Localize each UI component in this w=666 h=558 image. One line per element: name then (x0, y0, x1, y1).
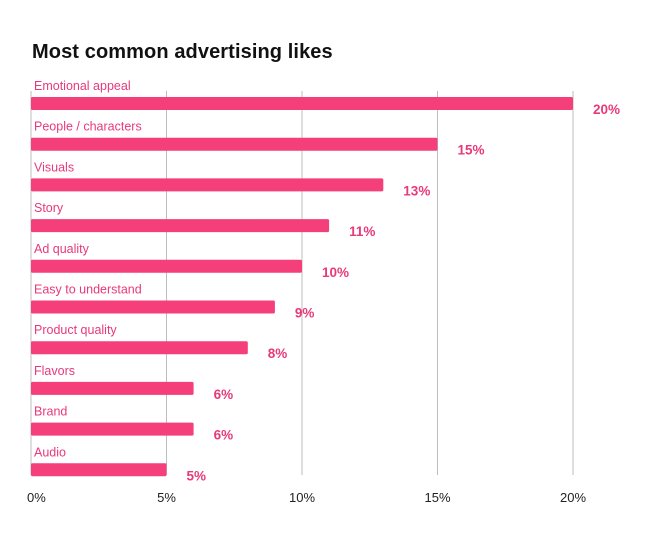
value-label: 10% (322, 265, 349, 280)
category-label: Ad quality (34, 242, 90, 256)
x-tick-label: 10% (289, 490, 315, 505)
category-label: Brand (34, 405, 67, 419)
x-tick-label: 15% (424, 490, 450, 505)
x-tick-label: 5% (157, 490, 176, 505)
value-label: 15% (458, 143, 485, 158)
category-label: Audio (34, 445, 66, 459)
category-label: Story (34, 201, 64, 215)
bar (31, 97, 573, 110)
x-tick-label: 20% (560, 490, 586, 505)
x-axis-ticks: 0% 5% 10% 15% 20% (27, 490, 586, 505)
bar (31, 219, 330, 233)
bar (31, 137, 438, 151)
value-label: 8% (268, 346, 288, 361)
bar (31, 341, 248, 355)
category-label: People / characters (34, 120, 142, 134)
value-label: 5% (187, 468, 207, 483)
bar (31, 300, 275, 314)
chart-title: Most common advertising likes (32, 41, 333, 63)
x-tick-label: 0% (27, 490, 46, 505)
category-label: Visuals (34, 160, 74, 174)
value-label: 11% (349, 224, 375, 239)
value-label: 6% (214, 428, 234, 443)
value-label: 20% (593, 102, 620, 117)
category-label: Emotional appeal (34, 79, 131, 93)
bar (31, 178, 384, 192)
value-label: 13% (403, 183, 430, 198)
gridlines (30, 91, 574, 475)
category-label: Easy to understand (34, 283, 142, 297)
bar (31, 259, 302, 273)
bar (31, 463, 167, 477)
bar (31, 422, 194, 436)
labels: Emotional appeal 20% People / characters 15… (34, 79, 620, 483)
value-label: 6% (214, 387, 234, 402)
bar (31, 381, 194, 395)
category-label: Product quality (34, 323, 117, 337)
bars (31, 97, 573, 477)
value-label: 9% (295, 306, 315, 321)
category-label: Flavors (34, 364, 75, 378)
